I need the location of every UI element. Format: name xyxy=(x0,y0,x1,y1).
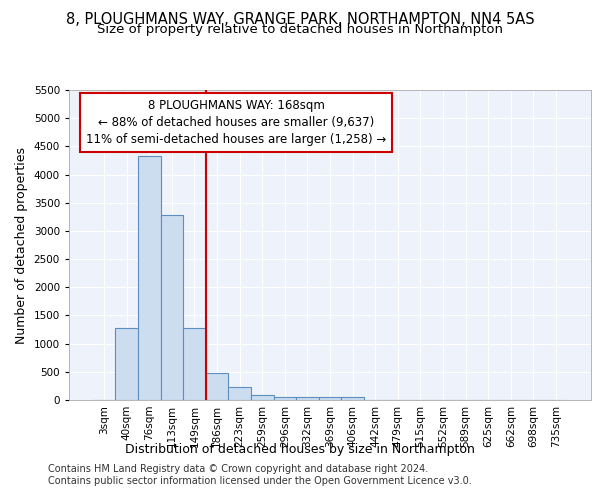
Text: Distribution of detached houses by size in Northampton: Distribution of detached houses by size … xyxy=(125,442,475,456)
Bar xyxy=(274,396,296,400)
Text: Contains HM Land Registry data © Crown copyright and database right 2024.: Contains HM Land Registry data © Crown c… xyxy=(48,464,428,474)
Text: Contains public sector information licensed under the Open Government Licence v3: Contains public sector information licen… xyxy=(48,476,472,486)
Bar xyxy=(319,397,341,400)
Bar xyxy=(251,395,274,400)
Bar xyxy=(183,328,206,400)
Text: 8, PLOUGHMANS WAY, GRANGE PARK, NORTHAMPTON, NN4 5AS: 8, PLOUGHMANS WAY, GRANGE PARK, NORTHAMP… xyxy=(65,12,535,28)
Bar xyxy=(138,156,161,400)
Bar xyxy=(229,387,251,400)
Bar xyxy=(161,215,183,400)
Bar xyxy=(296,397,319,400)
Bar xyxy=(206,373,229,400)
Bar xyxy=(115,328,138,400)
Text: Size of property relative to detached houses in Northampton: Size of property relative to detached ho… xyxy=(97,22,503,36)
Y-axis label: Number of detached properties: Number of detached properties xyxy=(15,146,28,344)
Bar xyxy=(341,397,364,400)
Text: 8 PLOUGHMANS WAY: 168sqm
← 88% of detached houses are smaller (9,637)
11% of sem: 8 PLOUGHMANS WAY: 168sqm ← 88% of detach… xyxy=(86,100,386,146)
